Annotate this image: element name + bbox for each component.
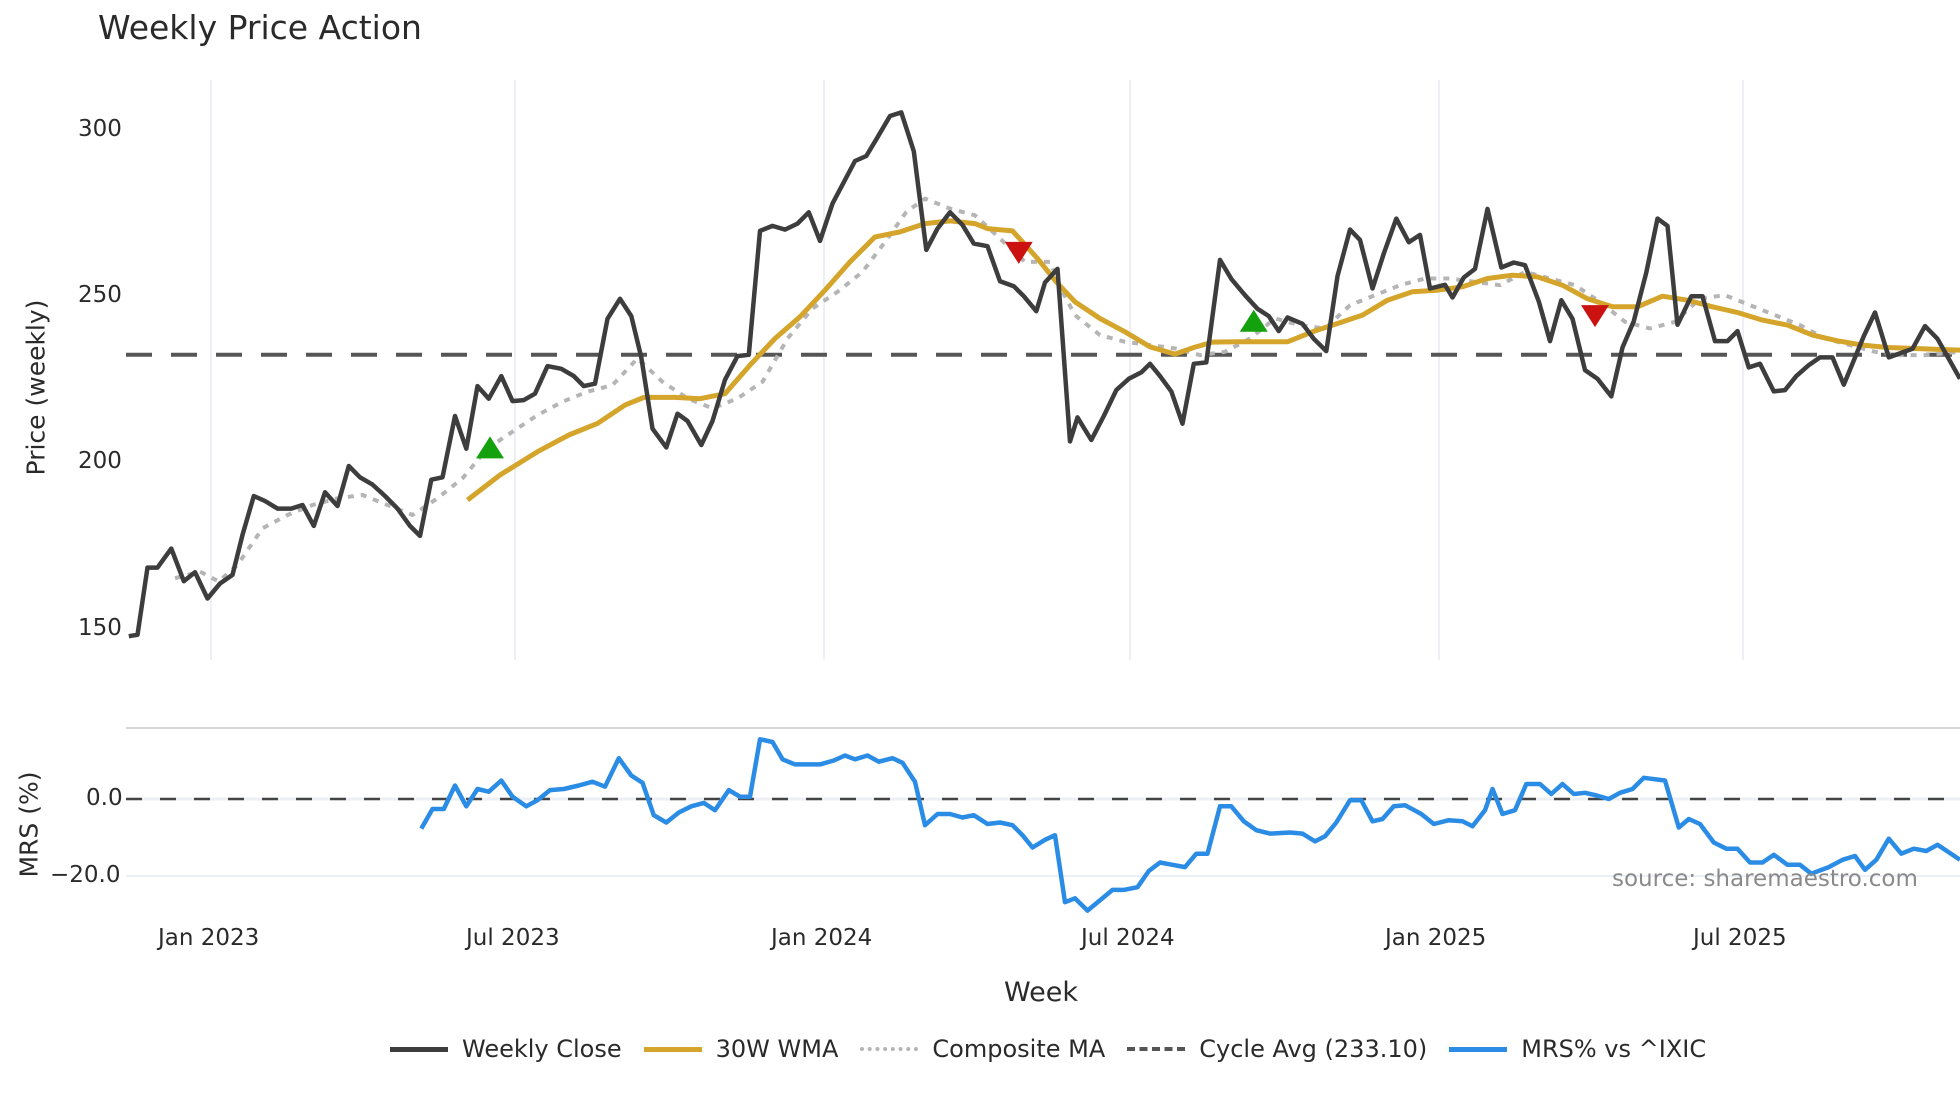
line-swatch-icon <box>643 1046 702 1052</box>
legend-label: MRS% vs ^IXIC <box>1521 1035 1707 1063</box>
chart-title: Weekly Price Action <box>98 8 422 47</box>
wma-30w-line <box>465 218 1960 502</box>
x-tick-jul-2025: Jul 2025 <box>1693 925 1787 951</box>
buy-signal-triangle-icon <box>1239 309 1268 332</box>
price-tick-200: 200 <box>78 448 122 474</box>
x-tick-jan-2025: Jan 2025 <box>1385 925 1487 951</box>
x-tick-jan-2024: Jan 2024 <box>771 925 873 951</box>
legend-label: Composite MA <box>932 1035 1106 1063</box>
mrs-line <box>419 737 1960 913</box>
x-axis-title: Week <box>1004 977 1078 1008</box>
mrs-tick-0: 0.0 <box>86 785 123 811</box>
x-tick-jul-2023: Jul 2023 <box>466 925 560 951</box>
mrs-tick-minus20: −20.0 <box>50 862 121 888</box>
x-tick-jan-2023: Jan 2023 <box>158 925 260 951</box>
legend-label: Cycle Avg (233.10) <box>1199 1035 1428 1063</box>
dotted-line-swatch-icon <box>860 1047 919 1051</box>
weekly-close-line <box>128 110 1960 639</box>
legend-item-weekly-close[interactable]: Weekly Close <box>390 1035 622 1063</box>
mrs-panel <box>126 737 1960 913</box>
price-tick-250: 250 <box>78 282 122 308</box>
legend-item-cycle-avg[interactable]: Cycle Avg (233.10) <box>1127 1035 1427 1063</box>
sell-signal-triangle-icon <box>1004 241 1033 264</box>
legend: Weekly Close 30W WMA Composite MA Cycle … <box>390 1035 1728 1063</box>
buy-signal-triangle-icon <box>476 436 504 459</box>
legend-label: 30W WMA <box>715 1035 839 1063</box>
price-tick-150: 150 <box>78 615 122 641</box>
x-tick-jul-2024: Jul 2024 <box>1081 925 1175 951</box>
legend-item-composite-ma[interactable]: Composite MA <box>860 1035 1105 1063</box>
price-panel <box>126 110 1960 639</box>
legend-item-mrs[interactable]: MRS% vs ^IXIC <box>1449 1035 1706 1063</box>
price-ylabel: Price (weekly) <box>21 299 51 476</box>
line-swatch-icon <box>1449 1046 1508 1052</box>
legend-label: Weekly Close <box>462 1035 622 1063</box>
dashed-line-swatch-icon <box>1127 1047 1186 1051</box>
price-tick-300: 300 <box>78 116 122 142</box>
line-swatch-icon <box>390 1046 448 1052</box>
mrs-ylabel: MRS (%) <box>14 771 44 878</box>
source-note: source: sharemaestro.com <box>1612 866 1918 892</box>
legend-item-30w-wma[interactable]: 30W WMA <box>643 1035 839 1063</box>
sell-signal-triangle-icon <box>1581 305 1609 328</box>
gridlines <box>126 80 1960 877</box>
